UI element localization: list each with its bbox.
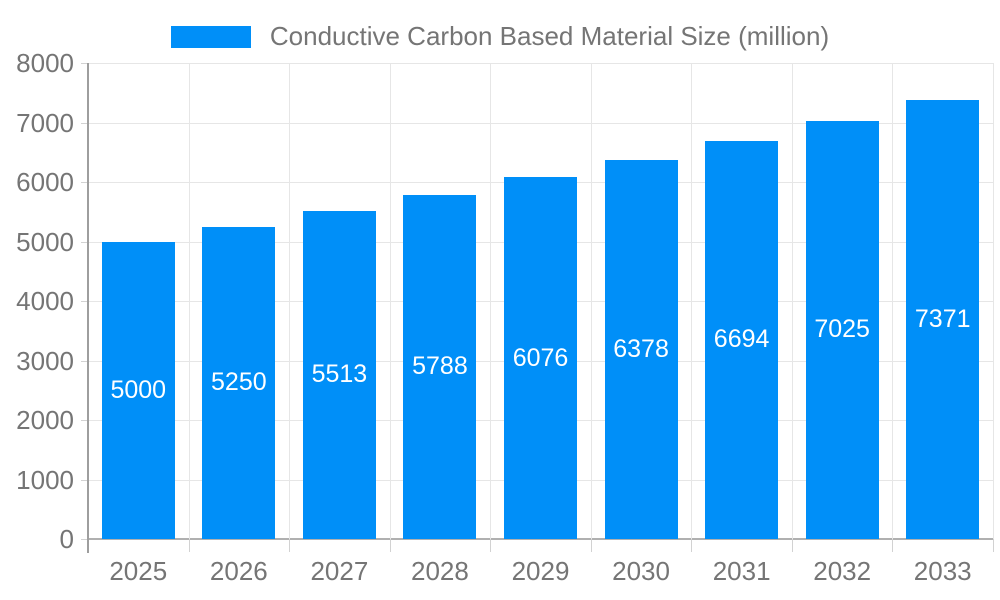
bar[interactable]: 5000 [101, 241, 175, 539]
x-axis-category-label: 2027 [310, 556, 369, 586]
x-axis-tick [289, 539, 291, 552]
bar-value-label: 5250 [211, 368, 267, 397]
category-gridline [791, 63, 793, 539]
x-axis-tick [691, 539, 693, 552]
y-axis-tick [81, 360, 88, 362]
y-axis-tick-label: 1000 [16, 464, 74, 495]
x-axis-category-label: 2030 [612, 556, 670, 586]
y-axis-tick-label: 5000 [16, 226, 74, 257]
category-gridline [289, 63, 291, 539]
bar[interactable]: 7025 [805, 121, 879, 539]
x-axis-tick [490, 539, 492, 552]
x-axis-category-label: 2026 [209, 556, 268, 586]
x-axis-tick [590, 539, 592, 552]
bar[interactable]: 5250 [202, 226, 276, 539]
category-gridline [691, 63, 693, 539]
y-axis-tick [81, 301, 88, 302]
y-gridline [88, 63, 993, 64]
x-axis-tick [188, 539, 190, 552]
y-axis-tick-label: 4000 [16, 286, 74, 316]
y-axis-tick [81, 539, 88, 540]
bar[interactable]: 6694 [705, 140, 779, 539]
bar[interactable]: 6076 [504, 177, 577, 539]
y-axis-tick [81, 479, 88, 481]
x-axis-category-label: 2031 [712, 556, 771, 586]
category-gridline [490, 63, 492, 539]
legend[interactable]: Conductive Carbon Based Material Size (m… [0, 21, 1000, 52]
category-gridline [188, 63, 190, 539]
category-gridline [993, 63, 994, 539]
category-gridline [389, 63, 391, 539]
x-axis-category-label: 2029 [511, 556, 570, 586]
bar[interactable]: 5513 [302, 210, 376, 539]
y-axis-tick-label: 2000 [16, 405, 74, 435]
y-axis-tick-label: 3000 [16, 345, 74, 376]
y-gridline [88, 122, 993, 124]
bar-value-label: 5788 [412, 352, 468, 381]
bar-value-label: 7371 [914, 305, 971, 334]
x-axis-tick [389, 539, 391, 552]
bar-value-label: 5513 [311, 360, 368, 389]
y-axis-tick-label: 8000 [16, 48, 74, 78]
y-axis-tick-label: 7000 [16, 107, 74, 138]
y-axis-tick [81, 241, 88, 243]
x-axis-tick [791, 539, 793, 552]
bar[interactable]: 5788 [403, 194, 477, 539]
x-axis-category-label: 2033 [913, 556, 972, 586]
legend-swatch-icon [170, 25, 251, 48]
legend-series-label: Conductive Carbon Based Material Size (m… [269, 21, 830, 51]
x-axis-baseline [88, 538, 993, 540]
x-axis-category-label: 2032 [813, 556, 872, 586]
y-axis-tick [81, 122, 88, 124]
bar[interactable]: 6378 [604, 159, 678, 539]
x-axis-category-label: 2025 [109, 556, 168, 586]
y-axis-tick-label: 0 [59, 524, 74, 554]
bar-value-label: 7025 [814, 315, 870, 344]
y-axis-tick [81, 182, 88, 183]
bar[interactable]: 7371 [906, 100, 980, 539]
category-gridline [590, 63, 592, 539]
y-axis-tick [81, 63, 88, 64]
category-gridline [892, 63, 894, 539]
bar-value-label: 6076 [512, 343, 569, 372]
bar-value-label: 6694 [713, 325, 770, 354]
y-axis-line [87, 63, 89, 553]
bar-value-label: 6378 [613, 334, 669, 363]
x-axis-category-label: 2028 [411, 556, 469, 586]
x-axis-tick [892, 539, 894, 552]
y-axis-tick [81, 420, 88, 421]
y-axis-tick-label: 6000 [16, 167, 74, 197]
bar-value-label: 5000 [110, 375, 167, 404]
x-axis-tick [993, 539, 994, 552]
